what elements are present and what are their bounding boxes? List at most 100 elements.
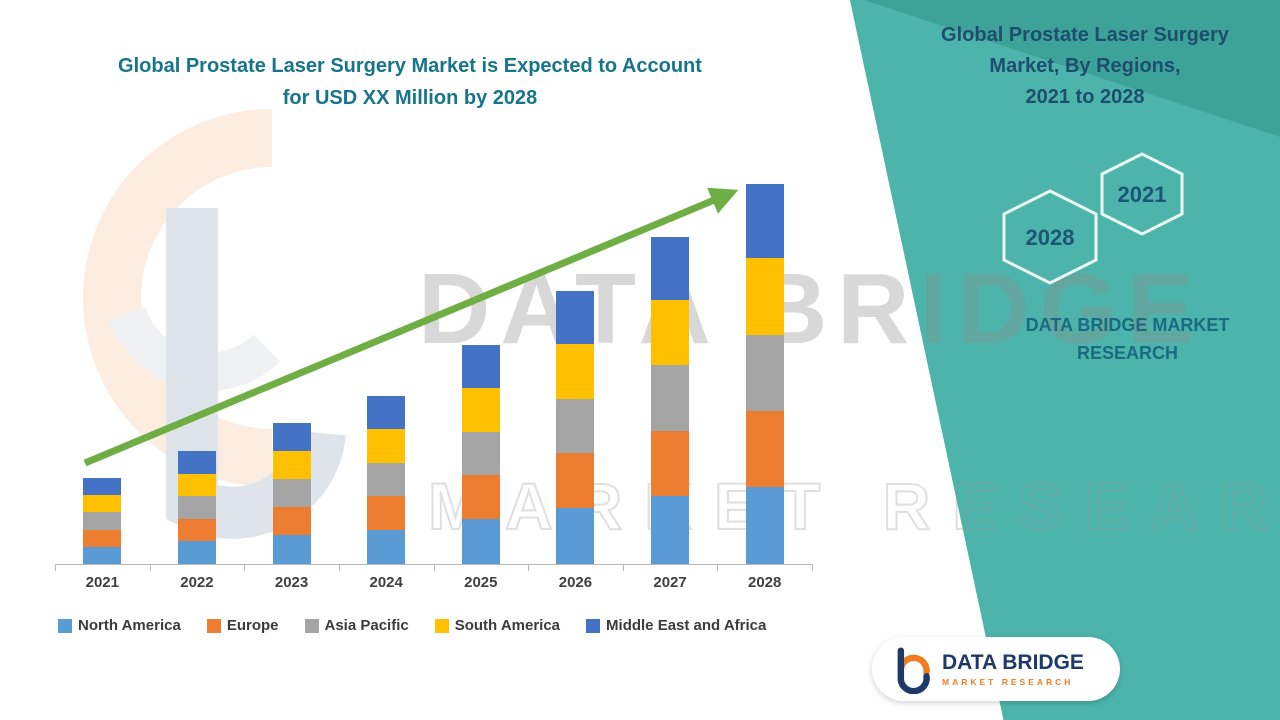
legend-swatch-middle-east-and-africa [586, 618, 601, 633]
bar-segment-north-america [556, 507, 595, 565]
legend-item-middle-east-and-africa: Middle East and Africa [586, 617, 766, 634]
legend-item-south-america: South America [434, 617, 561, 634]
bar-segment-north-america [83, 546, 122, 565]
bar-segment-europe [367, 496, 406, 530]
stacked-bar-chart [55, 184, 812, 565]
bar-2024 [367, 395, 406, 565]
bar-segment-asia-pacific [556, 398, 595, 454]
bar-segment-middle-east-and-africa [556, 291, 595, 345]
legend-label-asia-pacific: Asia Pacific [324, 617, 409, 634]
x-axis-label-2022: 2022 [180, 574, 214, 591]
year-hexagons: 2028 2021 [1002, 152, 1184, 285]
bar-segment-north-america [651, 496, 690, 565]
bar-segment-middle-east-and-africa [83, 478, 122, 496]
axis-tick [812, 565, 813, 571]
bar-segment-south-america [83, 495, 122, 513]
bar-segment-south-america [745, 258, 784, 335]
bar-segment-europe [177, 518, 216, 542]
trend-arrow [83, 187, 739, 467]
brand-logo-card: DATA BRIDGE MARKET RESEARCH [872, 637, 1120, 701]
bar-segment-europe [461, 475, 500, 520]
axis-tick [717, 565, 719, 571]
bar-segment-asia-pacific [367, 462, 406, 497]
bar-segment-middle-east-and-africa [272, 422, 311, 451]
x-axis-label-2023: 2023 [274, 574, 309, 591]
x-axis-label-2026: 2026 [558, 574, 593, 591]
legend-swatch-south-america [434, 618, 449, 633]
bar-2025 [461, 345, 500, 565]
bar-2026 [556, 291, 595, 565]
bar-segment-europe [651, 430, 690, 497]
bar-segment-south-america [461, 387, 500, 432]
panel-brand-caption-line-1: DATA BRIDGE MARKET [1025, 315, 1230, 335]
chart-title-line-1: Global Prostate Laser Surgery Market is … [118, 55, 702, 77]
bar-segment-north-america [177, 541, 216, 565]
chart-title-line-2: for USD XX Million by 2028 [282, 87, 538, 109]
x-axis-label-2028: 2028 [748, 574, 782, 591]
panel-brand-caption-line-2: RESEARCH [1076, 342, 1178, 363]
bar-segment-middle-east-and-africa [651, 236, 690, 300]
legend-swatch-north-america [58, 618, 72, 633]
brand-logo-icon [897, 647, 930, 694]
bar-2028 [745, 184, 784, 565]
panel-title: Global Prostate Laser Surgery Market, By… [930, 20, 1240, 113]
x-axis-label-2027: 2027 [653, 574, 687, 591]
bar-segment-europe [745, 410, 784, 487]
bar-2022 [177, 451, 216, 565]
axis-tick [149, 565, 151, 571]
hexagon-2028-shape [1002, 189, 1098, 285]
bar-segment-south-america [367, 429, 406, 463]
x-axis-label-2024: 2024 [369, 574, 403, 591]
axis-tick [433, 565, 435, 571]
legend-item-north-america: North America [58, 617, 181, 634]
bar-segment-south-america [177, 473, 216, 497]
legend-item-asia-pacific: Asia Pacific [304, 617, 409, 634]
legend-swatch-europe [206, 618, 221, 633]
bar-segment-middle-east-and-africa [367, 395, 406, 430]
bar-segment-asia-pacific [461, 431, 500, 476]
x-axis-label-2021: 2021 [85, 574, 119, 591]
axis-tick [55, 565, 56, 571]
brand-subtitle: MARKET RESEARCH [942, 677, 1074, 688]
bar-segment-middle-east-and-africa [177, 451, 216, 474]
bar-segment-middle-east-and-africa [461, 345, 500, 388]
bar-segment-south-america [272, 450, 311, 479]
bar-segment-asia-pacific [745, 334, 784, 411]
brand-name: DATA BRIDGE [942, 650, 1084, 674]
bar-segment-europe [83, 529, 122, 547]
bar-segment-south-america [651, 299, 690, 366]
bar-2023 [272, 422, 311, 565]
bar-segment-south-america [556, 344, 595, 399]
brand-text-block: DATA BRIDGE MARKET RESEARCH [942, 651, 1084, 687]
x-axis-labels: 2021 2022 2023 2024 2025 2026 2027 2028 [55, 574, 812, 596]
legend-label-north-america: North America [78, 617, 181, 634]
legend-swatch-asia-pacific [304, 618, 319, 633]
legend-label-europe: Europe [226, 617, 279, 634]
axis-tick [622, 565, 624, 571]
bar-segment-north-america [272, 535, 311, 565]
bar-segment-middle-east-and-africa [745, 184, 784, 259]
hexagon-2021-shape [1100, 152, 1184, 236]
axis-tick [528, 565, 530, 571]
panel-brand-caption: DATA BRIDGE MARKET RESEARCH [1005, 312, 1250, 368]
hexagon-year-2028: 2028 [1026, 225, 1075, 250]
bar-2021 [83, 478, 122, 565]
chart-legend: North America Europe Asia Pacific South Ame… [58, 617, 766, 634]
bar-segment-asia-pacific [651, 365, 690, 431]
panel-title-line-3: 2021 to 2028 [1025, 86, 1145, 108]
legend-label-middle-east-and-africa: Middle East and Africa [606, 617, 767, 634]
legend-item-europe: Europe [206, 617, 279, 634]
x-axis-label-2025: 2025 [464, 574, 498, 591]
hexagon-year-2021: 2021 [1118, 182, 1167, 207]
axis-tick [338, 565, 340, 571]
bar-segment-north-america [745, 486, 784, 565]
bar-segment-europe [272, 507, 311, 536]
bar-segment-asia-pacific [272, 478, 311, 508]
bar-segment-asia-pacific [177, 496, 216, 519]
panel-title-line-1: Global Prostate Laser Surgery [941, 24, 1229, 46]
x-axis-ticks [55, 565, 813, 571]
bar-segment-north-america [461, 519, 500, 565]
legend-label-south-america: South America [454, 617, 561, 634]
chart-title: Global Prostate Laser Surgery Market is … [70, 50, 750, 114]
